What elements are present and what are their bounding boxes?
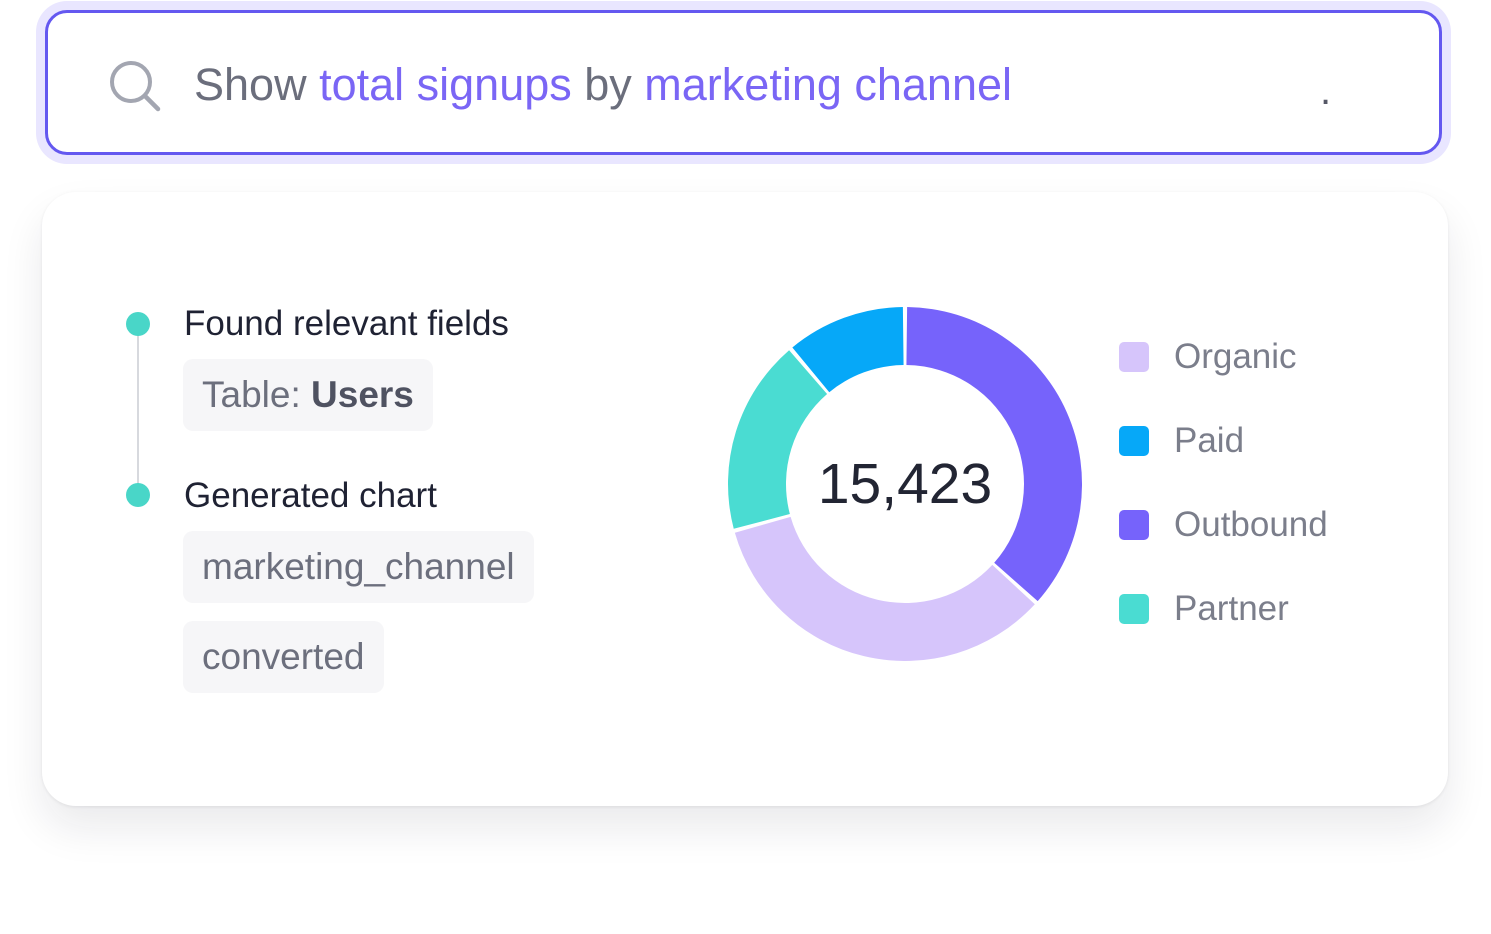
step-title-generated-chart: Generated chart (184, 476, 437, 515)
legend-label: Outbound (1174, 505, 1328, 544)
legend-label: Paid (1174, 421, 1245, 460)
legend-swatch-icon (1119, 426, 1149, 456)
field-chip-converted[interactable]: converted (183, 621, 384, 693)
timeline-connector (137, 324, 139, 494)
query-highlight-metric: total signups (319, 59, 572, 110)
step-dot-icon (126, 312, 150, 336)
donut-slice-partner (728, 350, 828, 529)
donut-slice-paid (792, 307, 904, 393)
field-chip-label: Table: (202, 374, 312, 415)
donut-total: 15,423 (817, 452, 993, 516)
legend-swatch-icon (1119, 342, 1149, 372)
legend-swatch-icon (1119, 510, 1149, 540)
step-dot-icon (126, 483, 150, 507)
query-prefix: Show (194, 59, 320, 110)
donut-slice-outbound (906, 307, 1082, 602)
field-chip-table[interactable]: Table: Users (183, 359, 433, 431)
donut-chart (728, 307, 1082, 661)
field-chip-value: Users (311, 374, 414, 415)
query-input-bar[interactable]: Show total signups by marketing channel … (45, 10, 1442, 155)
legend-label: Partner (1174, 589, 1289, 628)
text-cursor: . (1320, 69, 1332, 113)
result-card: Found relevant fields Table: Users Gener… (42, 192, 1448, 806)
donut-slice-organic (734, 516, 1035, 661)
query-middle: by (571, 59, 645, 110)
step-title-found-fields: Found relevant fields (184, 304, 509, 343)
legend-label: Organic (1174, 337, 1297, 376)
query-text[interactable]: Show total signups by marketing channel (194, 57, 1012, 113)
field-chip-marketing-channel[interactable]: marketing_channel (183, 531, 534, 603)
legend-swatch-icon (1119, 594, 1149, 624)
search-icon (110, 61, 161, 112)
query-highlight-dimension: marketing channel (644, 59, 1013, 110)
